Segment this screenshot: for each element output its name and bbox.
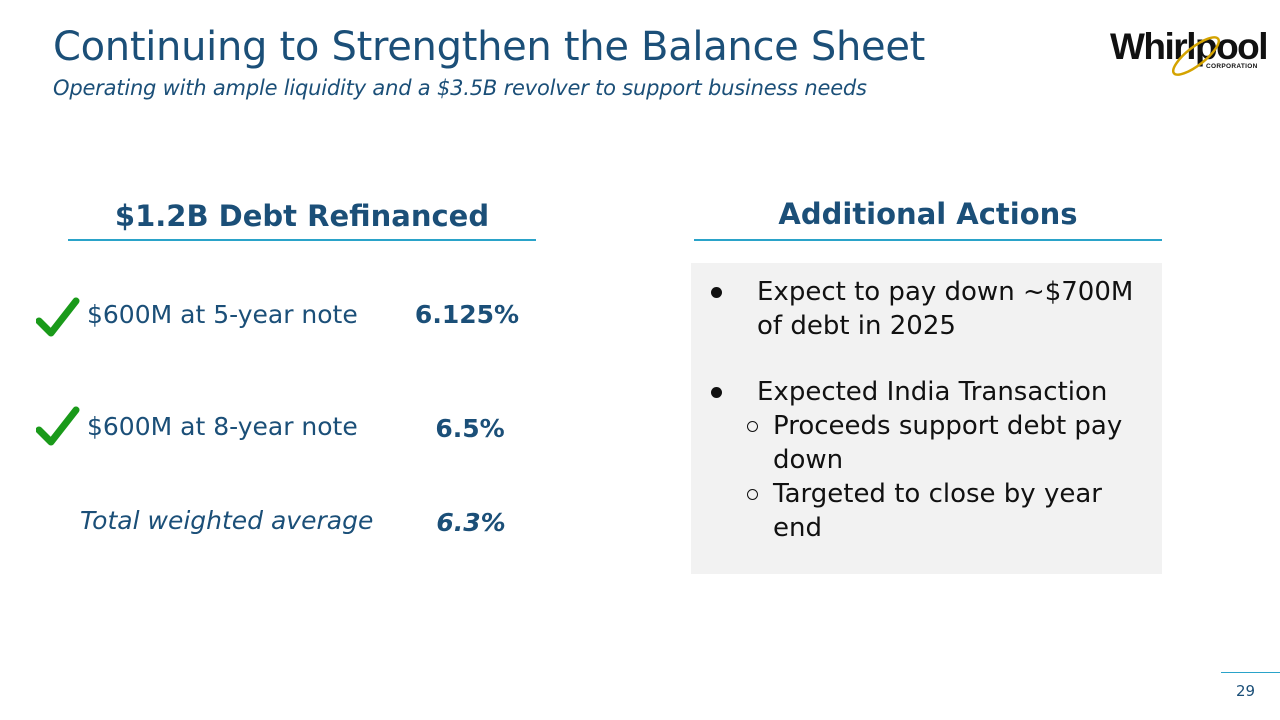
page-subtitle: Operating with ample liquidity and a $3.… bbox=[53, 76, 867, 100]
total-weighted-average-label: Total weighted average bbox=[80, 506, 374, 535]
total-weighted-average-rate: 6.3% bbox=[436, 508, 506, 537]
sub-bullet-close: Targeted to close by year end bbox=[773, 477, 1102, 545]
bullet-dot bbox=[711, 387, 722, 398]
whirlpool-logo: Whirlpool CORPORATION bbox=[1108, 24, 1269, 80]
bullet-line: down bbox=[773, 445, 844, 475]
bullet-dot bbox=[711, 287, 722, 298]
eight-year-note-label: $600M at 8-year note bbox=[87, 412, 358, 441]
eight-year-note-rate: 6.5% bbox=[435, 414, 505, 443]
bullet-item-india: Expected India Transaction bbox=[757, 377, 1108, 407]
left-heading-rule bbox=[68, 239, 536, 241]
five-year-note-rate: 6.125% bbox=[414, 300, 520, 329]
logo-corporation: CORPORATION bbox=[1206, 63, 1258, 70]
page-title: Continuing to Strengthen the Balance She… bbox=[53, 24, 926, 70]
right-heading-rule bbox=[694, 239, 1162, 241]
sub-bullet-dot bbox=[747, 489, 758, 500]
checkmark-icon bbox=[36, 297, 80, 337]
debt-refinanced-heading: $1.2B Debt Refinanced bbox=[114, 199, 490, 233]
page-number: 29 bbox=[1236, 682, 1256, 700]
sub-bullet-dot bbox=[747, 421, 758, 432]
bullet-line: Proceeds support debt pay bbox=[773, 411, 1123, 441]
checkmark-icon bbox=[36, 406, 80, 446]
additional-actions-box bbox=[691, 263, 1162, 574]
bullet-line: end bbox=[773, 513, 822, 543]
page-number-rule bbox=[1221, 672, 1280, 673]
additional-actions-heading: Additional Actions bbox=[778, 197, 1078, 231]
logo-wordmark: Whirlpool bbox=[1110, 26, 1269, 67]
sub-bullet-proceeds: Proceeds support debt pay down bbox=[773, 409, 1122, 477]
bullet-item-paydown: Expect to pay down ~$700M of debt in 202… bbox=[757, 275, 1133, 343]
bullet-line: Targeted to close by year bbox=[773, 479, 1102, 509]
five-year-note-label: $600M at 5-year note bbox=[87, 300, 358, 329]
logo-swoosh-icon bbox=[1172, 36, 1220, 76]
bullet-line: Expect to pay down ~$700M bbox=[757, 277, 1134, 307]
bullet-line: of debt in 2025 bbox=[757, 311, 956, 341]
